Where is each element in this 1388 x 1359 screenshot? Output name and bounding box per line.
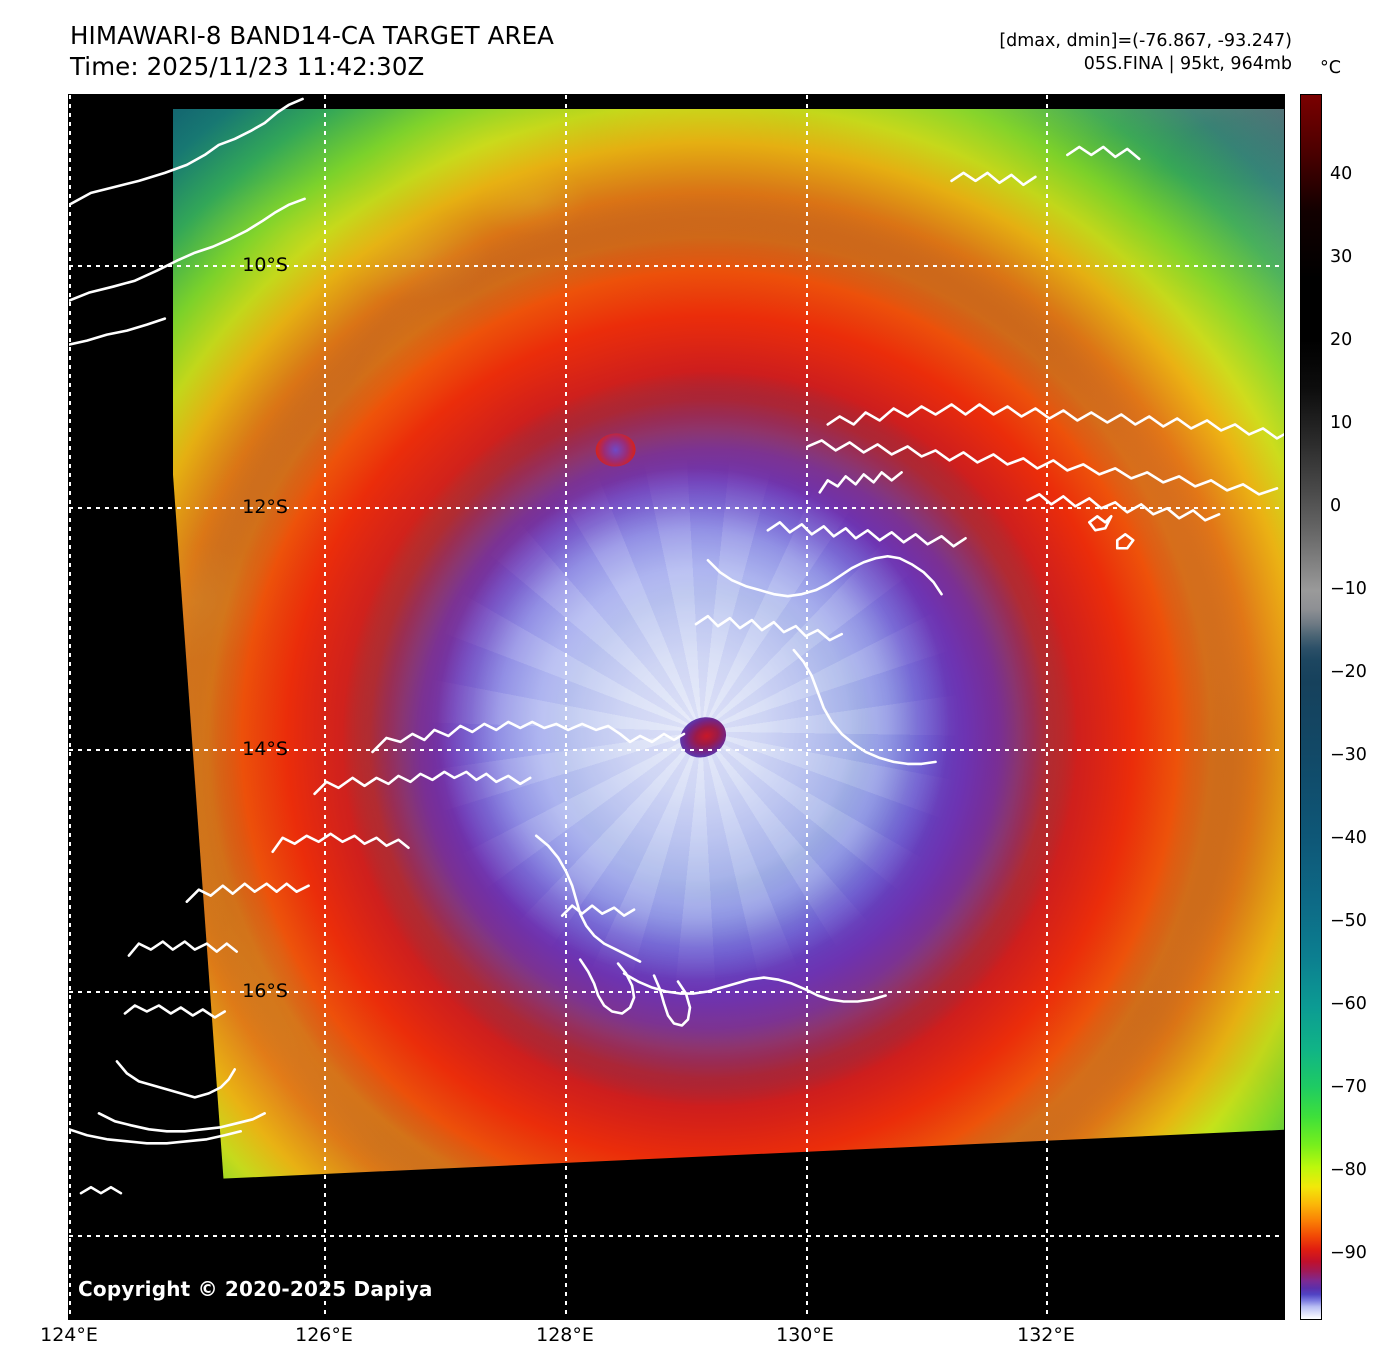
- frame-black-top: [69, 95, 1284, 109]
- xtick-label-124E: 124°E: [40, 1324, 98, 1346]
- title-block: HIMAWARI-8 BAND14-CA TARGET AREA Time: 2…: [70, 20, 554, 82]
- colorbar-tick-m70: −70: [1330, 1077, 1367, 1097]
- colorbar-tick-m50: −50: [1330, 911, 1367, 931]
- dmax-dmin-label: [dmax, dmin]=(-76.867, -93.247): [999, 31, 1292, 51]
- timestamp-label: Time: 2025/11/23 11:42:30Z: [70, 52, 425, 81]
- coast-island-w6: [69, 1127, 243, 1145]
- coast-australia-west-inlet: [694, 614, 844, 642]
- coast-island-midleft-b: [313, 770, 532, 796]
- colorbar-tick-20: 20: [1330, 330, 1353, 350]
- colorbar-tick-40: 40: [1330, 164, 1353, 184]
- colorbar-tick-m20: −20: [1330, 662, 1367, 682]
- colorbar-tick-m90: −90: [1330, 1243, 1367, 1263]
- coast-timor-south: [69, 197, 306, 302]
- coast-australia-peninsula-a: [818, 471, 903, 494]
- gridline-lon-132: [1046, 95, 1048, 1319]
- ytick-label-10S: 10°S: [242, 254, 288, 276]
- gridline-lon-130: [806, 95, 808, 1319]
- coast-australia-peninsula-b: [766, 520, 967, 548]
- storm-info-label: 05S.FINA | 95kt, 964mb: [1083, 54, 1292, 74]
- gridline-lat-12S: [69, 507, 1284, 509]
- gridline-lon-124: [69, 95, 71, 1319]
- copyright-label: Copyright © 2020-2025 Dapiya: [78, 1277, 433, 1301]
- xtick-label-128E: 128°E: [536, 1324, 594, 1346]
- gridline-lon-128: [565, 95, 567, 1319]
- coast-ne-island-a: [950, 171, 1037, 187]
- coast-australia-sw-inlet: [560, 904, 636, 917]
- xtick-label-132E: 132°E: [1017, 1324, 1075, 1346]
- coast-island-w1: [185, 882, 310, 903]
- colorbar-tick-m60: −60: [1330, 994, 1367, 1014]
- page-title: HIMAWARI-8 BAND14-CA TARGET AREA: [70, 21, 555, 50]
- colorbar-tick-m80: −80: [1330, 1160, 1367, 1180]
- coast-australia-bay: [706, 554, 943, 598]
- metadata-block: [dmax, dmin]=(-76.867, -93.247) 05S.FINA…: [999, 30, 1292, 76]
- coast-island-w2: [127, 940, 239, 957]
- gridline-lon-126: [324, 95, 326, 1319]
- ytick-label-14S: 14°S: [242, 738, 288, 760]
- colorbar: [1300, 94, 1322, 1320]
- ytick-label-18S: 18°S: [242, 1224, 288, 1246]
- coast-island-w3: [123, 1004, 227, 1019]
- coast-island-sw-small: [79, 1185, 123, 1195]
- coast-australia-peninsula-tip2: [652, 974, 692, 1027]
- ytick-label-12S: 12°S: [242, 496, 288, 518]
- gridline-lat-16S: [69, 991, 1284, 993]
- colorbar-tick-m40: −40: [1330, 828, 1367, 848]
- coast-timor-north: [69, 97, 304, 207]
- colorbar-tick-10: 10: [1330, 413, 1353, 433]
- coast-island-midleft-c: [271, 832, 410, 854]
- coast-island-w5: [97, 1112, 266, 1133]
- satellite-image-plot: [68, 94, 1285, 1320]
- colorbar-tick-30: 30: [1330, 247, 1353, 267]
- xtick-label-130E: 130°E: [776, 1324, 834, 1346]
- gridline-lat-10S: [69, 265, 1284, 267]
- coast-australia-main: [826, 403, 1284, 440]
- coast-australia-islet-a: [1088, 515, 1113, 532]
- coast-australia-peninsula-tip: [578, 958, 636, 1015]
- coastline-overlay: [69, 97, 1284, 1195]
- ytick-label-16S: 16°S: [242, 980, 288, 1002]
- coast-island-w4: [115, 1060, 237, 1099]
- xtick-label-126E: 126°E: [295, 1324, 353, 1346]
- colorbar-unit-label: °C: [1320, 58, 1341, 78]
- coast-australia-inner: [806, 439, 1279, 496]
- coast-australia-sw-point: [534, 834, 642, 963]
- colorbar-tick-m30: −30: [1330, 745, 1367, 765]
- coast-timor-sw: [69, 317, 167, 346]
- coast-australia-islet-b: [1115, 532, 1135, 550]
- coast-island-midleft-a: [371, 720, 686, 754]
- colorbar-tick-0: 0: [1330, 496, 1342, 516]
- gridline-lat-18S: [69, 1235, 1284, 1237]
- colorbar-tick-m10: −10: [1330, 579, 1367, 599]
- coast-ne-island-b: [1066, 145, 1141, 161]
- gridline-lat-14S: [69, 749, 1284, 751]
- coast-australia-gulf: [792, 648, 937, 766]
